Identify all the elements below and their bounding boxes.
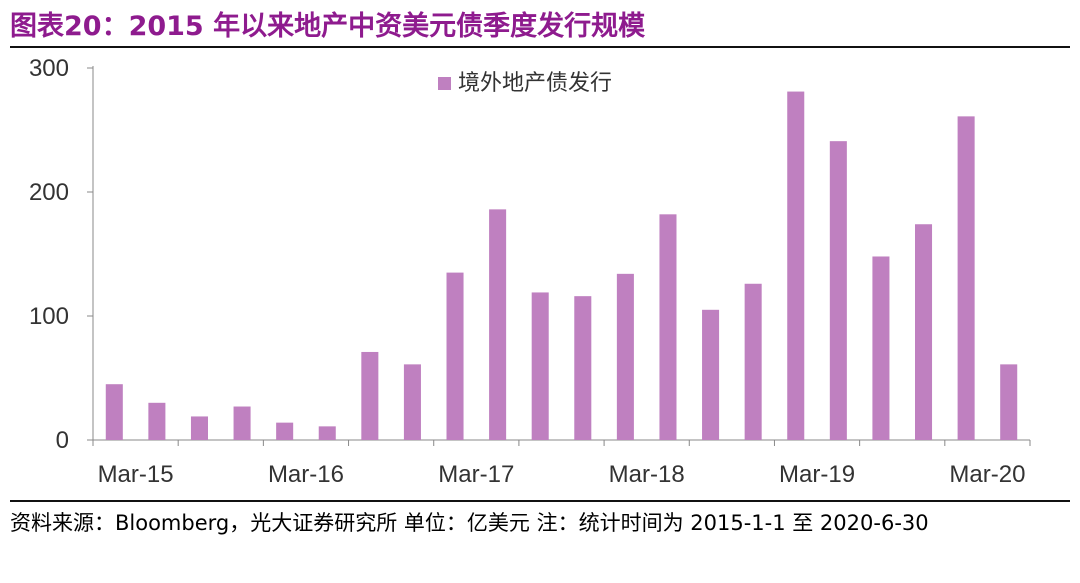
bar-mar-20 [957, 116, 975, 441]
legend-swatch [438, 77, 451, 90]
bar-jun-19 [829, 141, 847, 440]
bar-mar-18 [616, 273, 634, 440]
title-divider [10, 46, 1070, 48]
bar-sep-17 [531, 292, 549, 440]
bar-dec-17 [574, 296, 592, 440]
chart-title: 图表20：2015 年以来地产中资美元债季度发行规模 [10, 11, 646, 42]
bar-dec-15 [233, 406, 251, 440]
bar-jun-17 [489, 209, 507, 440]
bar-mar-16 [276, 422, 294, 440]
bar-sep-15 [190, 416, 208, 440]
x-tick-label: Mar-17 [438, 461, 514, 488]
bar-sep-19 [872, 256, 890, 440]
legend-label: 境外地产债发行 [458, 71, 612, 96]
bar-chart: 0 100 200 300 Mar-15 Mar-16 Mar-17 Mar-18 Mar-19… [0, 48, 1080, 498]
x-tick-label: Mar-18 [609, 461, 685, 488]
bar-dec-19 [915, 224, 933, 440]
y-tick-label: 100 [29, 303, 69, 330]
bar-jun-20 [1000, 364, 1018, 440]
bar-sep-18 [702, 309, 720, 440]
bar-jun-18 [659, 214, 677, 440]
x-tick-label: Mar-16 [268, 461, 344, 488]
bar-jun-16 [318, 426, 336, 440]
bar-mar-17 [446, 272, 464, 440]
y-tick-label: 200 [29, 179, 69, 206]
y-tick-label: 0 [56, 427, 69, 454]
bar-mar-15 [105, 384, 123, 440]
bar-sep-16 [361, 351, 379, 440]
x-tick-label: Mar-15 [98, 461, 174, 488]
y-tick-label: 300 [29, 55, 69, 82]
bar-dec-16 [403, 364, 421, 440]
chart-canvas: 0 100 200 300 Mar-15 Mar-16 Mar-17 Mar-18 Mar-19… [29, 55, 1031, 488]
bar-jun-15 [148, 402, 166, 440]
x-tick-label: Mar-19 [779, 461, 855, 488]
footer-divider [10, 500, 1070, 502]
source-note: 资料来源：Bloomberg，光大证券研究所 单位：亿美元 注：统计时间为 20… [10, 511, 929, 535]
bar-dec-18 [744, 283, 762, 440]
x-tick-label: Mar-20 [949, 461, 1025, 488]
bar-mar-19 [787, 91, 805, 440]
